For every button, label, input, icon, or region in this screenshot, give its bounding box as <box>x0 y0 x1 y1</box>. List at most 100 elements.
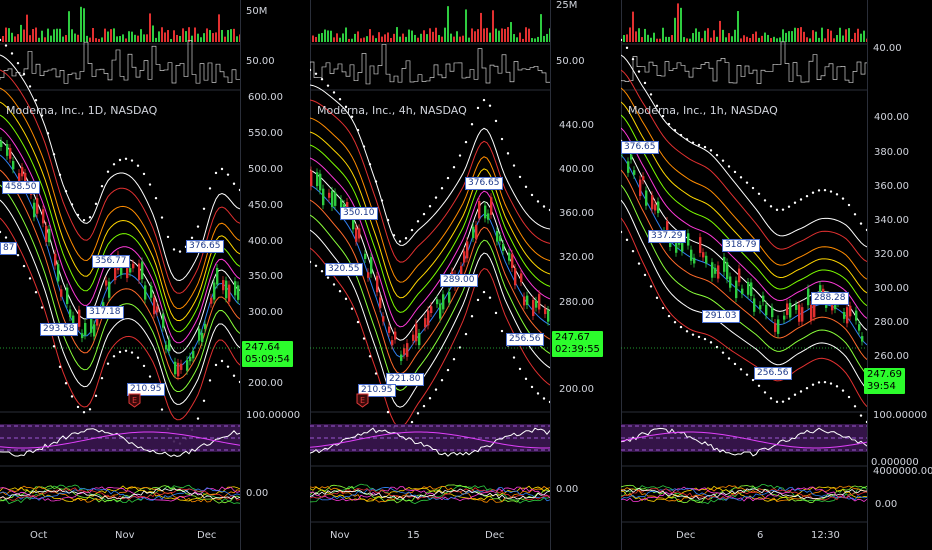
volume-bar <box>14 36 16 42</box>
volume-bar <box>441 36 443 42</box>
volume-bar <box>125 38 127 42</box>
volume-bar <box>737 11 739 42</box>
price-tick: 440.00 <box>559 120 594 131</box>
candle-body <box>690 249 693 261</box>
last-price-box-1h: 247.69 39:54 <box>864 368 905 394</box>
volume-bar <box>372 35 374 42</box>
price-label: 376.65 <box>186 240 224 253</box>
band-dot <box>655 296 659 300</box>
price-axis-1d[interactable] <box>240 0 311 550</box>
band-dot <box>464 140 468 144</box>
candle-body <box>795 304 798 310</box>
price-axis-4h[interactable] <box>550 0 622 550</box>
band-dot <box>823 188 827 192</box>
band-dot <box>847 203 851 207</box>
volume-bar <box>104 28 106 42</box>
band-dot <box>344 297 348 301</box>
chart-panel-1d[interactable]: Moderna, Inc., 1D, NASDAQ 50M 50.00 600.… <box>0 0 310 550</box>
earnings-icon[interactable]: E <box>356 393 369 408</box>
band-dot <box>500 137 504 141</box>
price-label: 320.55 <box>325 263 363 276</box>
band-dot <box>58 365 62 369</box>
chart-canvas-1d[interactable] <box>0 0 240 550</box>
volume-bar <box>71 29 73 42</box>
band-dot <box>28 277 32 280</box>
band-dot <box>865 228 867 232</box>
band-dot <box>470 123 474 126</box>
volume-bar <box>707 28 709 42</box>
candle-body <box>771 307 774 318</box>
band-dot <box>142 172 146 176</box>
candle-body <box>222 280 225 291</box>
rsi-line <box>0 428 240 458</box>
volume-bar <box>629 27 631 42</box>
chart-canvas-1h[interactable] <box>621 0 867 550</box>
band-dot <box>160 216 164 219</box>
volume-bar <box>32 29 34 42</box>
band-dot <box>428 397 432 400</box>
price-axis-1h[interactable] <box>867 0 932 550</box>
volume-bar <box>665 36 667 42</box>
band-dot <box>835 385 839 388</box>
volume-bar <box>812 30 814 42</box>
volume-bar <box>528 28 530 42</box>
price-label: 376.65 <box>465 177 503 190</box>
band-dot <box>136 164 140 167</box>
candle-body <box>810 304 813 321</box>
candle-body <box>216 267 219 285</box>
candle-body <box>228 284 231 302</box>
band-dot <box>727 165 731 168</box>
band-dot <box>356 128 360 132</box>
candle-body <box>523 296 526 306</box>
chart-canvas-4h[interactable] <box>310 0 550 550</box>
macd-line <box>310 487 550 501</box>
candle-body <box>192 350 195 359</box>
chart-panel-4h[interactable]: Moderna, Inc., 4h, NASDAQ 25M 50.00 440.… <box>310 0 621 550</box>
chart-panel-1h[interactable]: Moderna, Inc., 1h, NASDAQ 40.00 400.00 3… <box>621 0 932 550</box>
band-dot <box>154 196 158 200</box>
band-dot <box>536 392 540 395</box>
band-dot <box>691 333 695 336</box>
band-dot <box>625 46 629 50</box>
band-dot <box>685 330 689 333</box>
band-dot <box>0 230 2 234</box>
candle-body <box>424 318 427 328</box>
volume-bar <box>131 31 133 42</box>
volume-bar <box>806 37 808 42</box>
candle-body <box>90 315 93 333</box>
volume-bar <box>122 34 124 42</box>
volume-bar <box>716 36 718 42</box>
band-dot <box>202 207 206 210</box>
candle-body <box>376 275 379 293</box>
volume-bar <box>390 37 392 42</box>
volume-bar <box>29 35 31 42</box>
band-dot <box>542 397 546 400</box>
last-price: 247.67 <box>555 332 590 343</box>
candle-body <box>702 252 705 258</box>
candle-body <box>84 322 87 336</box>
volume-bar <box>5 27 7 42</box>
volume-bar <box>408 29 410 42</box>
volume-bar <box>788 31 790 42</box>
volume-bar <box>89 37 91 42</box>
band-line <box>0 87 240 310</box>
candle-body <box>645 190 648 206</box>
price-label: 317.18 <box>86 306 124 319</box>
band-line <box>310 99 550 263</box>
band-dot <box>190 236 194 240</box>
band-dot <box>530 385 534 389</box>
volume-bar <box>438 35 440 42</box>
volume-ma-line <box>310 44 550 85</box>
price-tick: 280.00 <box>559 297 594 308</box>
volume-bar <box>101 37 103 42</box>
volume-bar <box>98 38 100 42</box>
candle-body <box>439 303 442 319</box>
band-dot <box>829 190 833 193</box>
earnings-icon[interactable]: E <box>128 393 141 408</box>
volume-bar <box>393 33 395 42</box>
volume-bar <box>549 28 550 42</box>
band-dot <box>434 388 438 391</box>
volume-bar <box>182 28 184 42</box>
volume-bar <box>134 34 136 42</box>
volume-bar <box>695 28 697 42</box>
